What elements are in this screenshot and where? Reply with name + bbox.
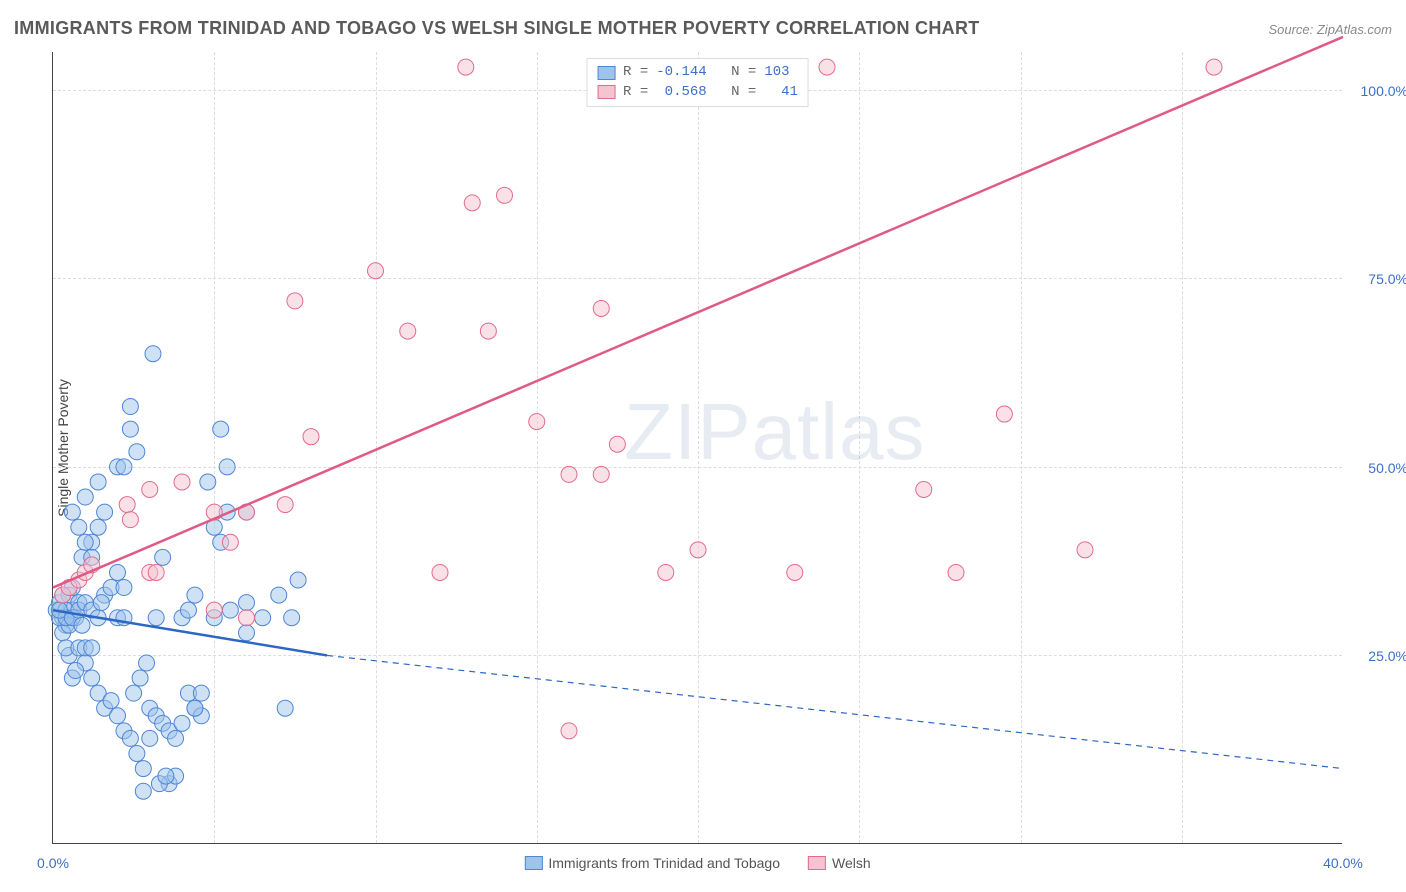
ytick-label: 75.0%	[1368, 271, 1406, 287]
legend-r-welsh: 0.568	[656, 83, 706, 103]
legend-series: Immigrants from Trinidad and Tobago Wels…	[524, 855, 870, 871]
legend-label-trinidad: Immigrants from Trinidad and Tobago	[548, 855, 780, 871]
scatter-plot: Single Mother Poverty ZIPatlas 25.0%50.0…	[52, 52, 1342, 844]
legend-stats-row-trinidad: R = -0.144 N = 103	[597, 63, 798, 83]
source-prefix: Source:	[1268, 22, 1316, 37]
legend-r-label: R =	[623, 63, 648, 83]
legend-r-label: R =	[623, 83, 648, 103]
legend-item-trinidad: Immigrants from Trinidad and Tobago	[524, 855, 780, 871]
source-attribution: Source: ZipAtlas.com	[1268, 22, 1392, 37]
plot-svg	[53, 52, 1342, 843]
ytick-label: 25.0%	[1368, 648, 1406, 664]
legend-n-label: N =	[731, 63, 756, 83]
legend-stats-row-welsh: R = 0.568 N = 41	[597, 83, 798, 103]
legend-swatch-trinidad-icon	[524, 856, 542, 870]
legend-item-welsh: Welsh	[808, 855, 871, 871]
ytick-label: 50.0%	[1368, 460, 1406, 476]
legend-swatch-welsh	[597, 85, 615, 99]
legend-n-welsh: 41	[764, 83, 798, 103]
legend-label-welsh: Welsh	[832, 855, 871, 871]
title-bar: IMMIGRANTS FROM TRINIDAD AND TOBAGO VS W…	[14, 18, 1392, 39]
legend-n-trinidad: 103	[764, 63, 789, 83]
legend-r-trinidad: -0.144	[656, 63, 706, 83]
source-name: ZipAtlas.com	[1317, 22, 1392, 37]
legend-stats: R = -0.144 N = 103 R = 0.568 N = 41	[586, 58, 809, 107]
xtick-label: 0.0%	[37, 855, 69, 871]
legend-swatch-welsh-icon	[808, 856, 826, 870]
legend-n-label: N =	[731, 83, 756, 103]
chart-title: IMMIGRANTS FROM TRINIDAD AND TOBAGO VS W…	[14, 18, 980, 39]
xtick-label: 40.0%	[1323, 855, 1363, 871]
ytick-label: 100.0%	[1361, 83, 1406, 99]
legend-swatch-trinidad	[597, 66, 615, 80]
